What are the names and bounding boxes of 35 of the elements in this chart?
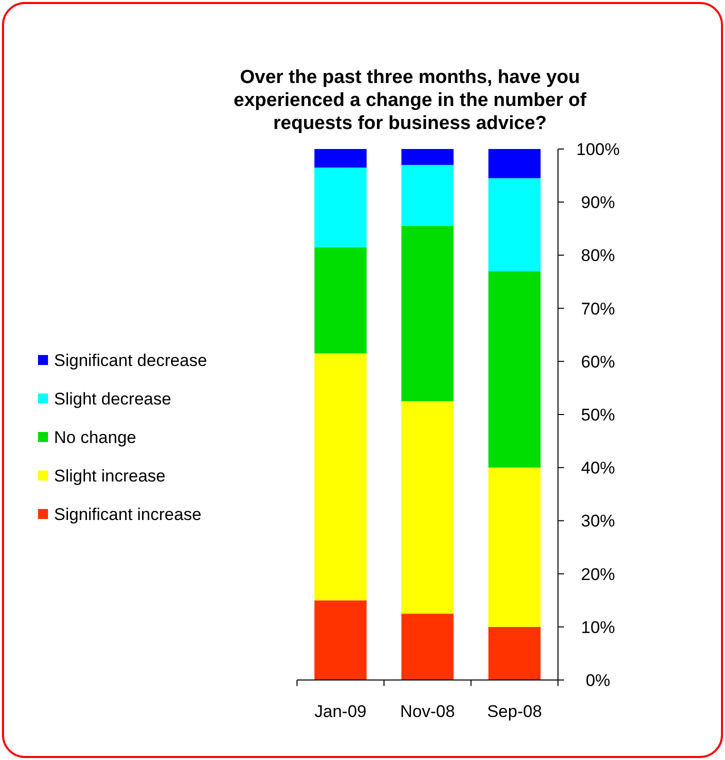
y-tick-label: 100%: [576, 140, 620, 159]
legend-label: Significant increase: [54, 504, 202, 524]
x-tick-label: Nov-08: [400, 702, 455, 721]
bar: [314, 600, 367, 680]
legend-label: No change: [54, 428, 136, 447]
bar: [488, 626, 541, 680]
y-tick-label: 10%: [580, 618, 616, 637]
legend-label: Slight increase: [54, 466, 166, 486]
y-tick-label: 20%: [580, 564, 616, 584]
bar: [314, 247, 367, 354]
bar: [488, 468, 541, 627]
bar: [314, 149, 367, 168]
y-tick-label: 90%: [580, 193, 616, 212]
y-tick-label: 30%: [580, 512, 616, 531]
y-tick-label: 50%: [580, 405, 616, 424]
y-tick-label: 60%: [580, 352, 616, 372]
x-tick-label: Jan-09: [314, 702, 366, 721]
y-tick-label: 0%: [586, 670, 610, 690]
legend-label: Significant decrease: [54, 350, 208, 370]
legend-label: Slight decrease: [54, 389, 172, 408]
bar: [488, 149, 541, 178]
y-tick-label: 70%: [580, 299, 616, 318]
chart-title: Over the past three months, have you experienced a change in the number of requests for business advice?: [234, 67, 587, 134]
bar: [314, 168, 367, 248]
bar: [401, 614, 454, 680]
bar: [401, 164, 454, 226]
x-tick-label: Sep-08: [487, 702, 542, 721]
bar: [401, 226, 454, 402]
y-tick-label: 80%: [580, 246, 616, 266]
bar: [401, 149, 454, 165]
bar: [314, 353, 367, 600]
bar: [401, 401, 454, 614]
y-tick-label: 40%: [580, 458, 616, 478]
bar: [488, 178, 541, 272]
bar: [488, 271, 541, 468]
